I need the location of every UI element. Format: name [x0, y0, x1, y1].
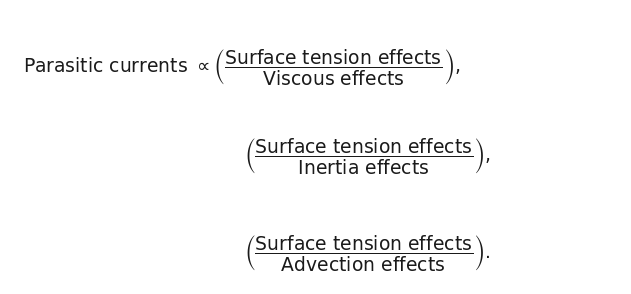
Text: $\left( \dfrac{\text{Surface tension effects}}{\text{Inertia effects}} \right),$: $\left( \dfrac{\text{Surface tension eff… — [244, 136, 491, 176]
Text: Parasitic currents $\propto \left( \dfrac{\text{Surface tension effects}}{\text{: Parasitic currents $\propto \left( \dfra… — [23, 47, 461, 87]
Text: $\left( \dfrac{\text{Surface tension effects}}{\text{Advection effects}} \right): $\left( \dfrac{\text{Surface tension eff… — [244, 233, 490, 273]
